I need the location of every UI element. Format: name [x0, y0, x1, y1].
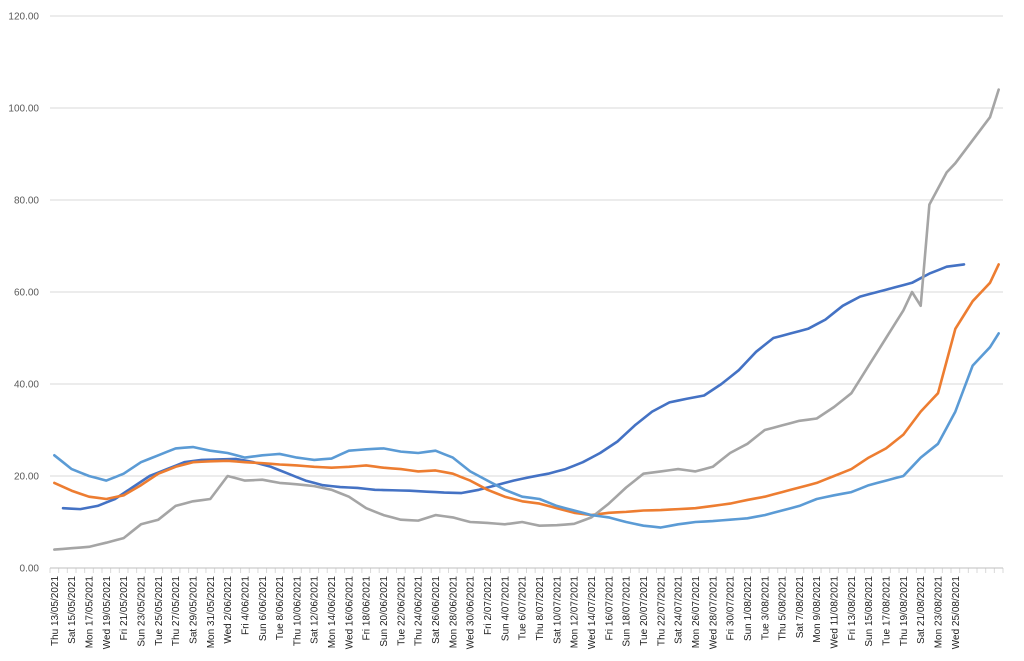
x-tick-label: Sun 23/05/2021	[136, 576, 147, 647]
x-tick-label: Fri 13/08/2021	[847, 576, 858, 641]
x-tick-label: Thu 8/07/2021	[535, 576, 546, 641]
y-axis: 0.00 20.00 40.00 60.00 80.00 100.00 120.00	[8, 12, 39, 575]
x-tick-label: Fri 18/06/2021	[362, 576, 373, 641]
x-tick-label: Mon 23/08/2021	[934, 576, 945, 649]
series-line-4	[53, 332, 1000, 529]
x-tick-label: Wed 16/06/2021	[344, 576, 355, 650]
x-tick-label: Wed 19/05/2021	[102, 576, 113, 650]
x-tick-label: Sun 1/08/2021	[743, 576, 754, 641]
x-tick-label: Wed 30/06/2021	[466, 576, 477, 650]
x-tick-label: Tue 25/05/2021	[154, 576, 165, 646]
y-tick-label: 80.00	[14, 196, 39, 207]
x-tick-label: Fri 16/07/2021	[604, 576, 615, 641]
series-lines	[53, 88, 1000, 551]
x-tick-label: Sun 15/08/2021	[864, 576, 875, 647]
x-tick-label: Sat 21/08/2021	[916, 576, 927, 644]
x-tick-label: Sun 18/07/2021	[622, 576, 633, 647]
series-line-3	[53, 88, 1000, 551]
x-tick-label: Thu 10/06/2021	[292, 576, 303, 646]
x-tick-label: Sat 29/05/2021	[188, 576, 199, 644]
x-tick-label: Sat 26/06/2021	[431, 576, 442, 644]
x-tick-label: Tue 8/06/2021	[275, 576, 286, 641]
x-tick-label: Mon 9/08/2021	[812, 576, 823, 643]
x-tick-label: Tue 20/07/2021	[639, 576, 650, 646]
x-tick-label: Sun 4/07/2021	[500, 576, 511, 641]
y-tick-label: 20.00	[14, 472, 39, 483]
x-tick-label: Thu 24/06/2021	[414, 576, 425, 646]
y-tick-label: 120.00	[8, 12, 39, 23]
x-tick-label: Thu 22/07/2021	[656, 576, 667, 646]
x-tick-label: Wed 28/07/2021	[708, 576, 719, 650]
x-axis: Thu 13/05/2021 Sat 15/05/2021 Mon 17/05/20…	[50, 576, 962, 650]
x-tick-label: Thu 27/05/2021	[171, 576, 182, 646]
x-tick-label: Sun 6/06/2021	[258, 576, 269, 641]
x-tick-label: Wed 14/07/2021	[587, 576, 598, 650]
x-tick-label: Fri 30/07/2021	[726, 576, 737, 641]
series-line-2	[53, 263, 1000, 517]
x-tick-label: Mon 14/06/2021	[327, 576, 338, 649]
x-tick-label: Fri 4/06/2021	[240, 576, 251, 635]
x-tick-label: Tue 22/06/2021	[396, 576, 407, 646]
x-tick-label: Mon 31/05/2021	[206, 576, 217, 649]
x-tick-label: Tue 17/08/2021	[882, 576, 893, 646]
x-tick-label: Wed 2/06/2021	[223, 576, 234, 644]
x-tick-label: Mon 17/05/2021	[84, 576, 95, 649]
x-tick-label: Wed 11/08/2021	[830, 576, 841, 649]
x-tick-label: Mon 12/07/2021	[570, 576, 581, 649]
x-tick-label: Fri 2/07/2021	[483, 576, 494, 635]
x-tick-label: Tue 6/07/2021	[518, 576, 529, 641]
x-tick-label: Sat 24/07/2021	[674, 576, 685, 644]
y-tick-label: 100.00	[8, 104, 39, 115]
x-tick-label: Thu 13/05/2021	[50, 576, 61, 646]
x-tick-label: Wed 25/08/2021	[951, 576, 962, 650]
x-tick-label: Tue 3/08/2021	[760, 576, 771, 641]
x-tick-label: Mon 26/07/2021	[691, 576, 702, 649]
x-tick-label: Fri 21/05/2021	[119, 576, 130, 641]
x-tick-label: Sat 12/06/2021	[310, 576, 321, 644]
y-tick-label: 60.00	[14, 288, 39, 299]
x-tick-label: Thu 5/08/2021	[778, 576, 789, 641]
gridlines	[49, 15, 1004, 573]
x-tick-label: Sun 20/06/2021	[379, 576, 390, 647]
x-tick-label: Sat 7/08/2021	[795, 576, 806, 639]
y-tick-label: 40.00	[14, 380, 39, 391]
y-tick-label: 0.00	[20, 564, 40, 575]
x-tick-label: Sat 10/07/2021	[552, 576, 563, 644]
x-tick-label: Sat 15/05/2021	[67, 576, 78, 644]
series-line-1	[61, 263, 966, 511]
x-tick-label: Mon 28/06/2021	[448, 576, 459, 649]
x-tick-label: Thu 19/08/2021	[899, 576, 910, 646]
